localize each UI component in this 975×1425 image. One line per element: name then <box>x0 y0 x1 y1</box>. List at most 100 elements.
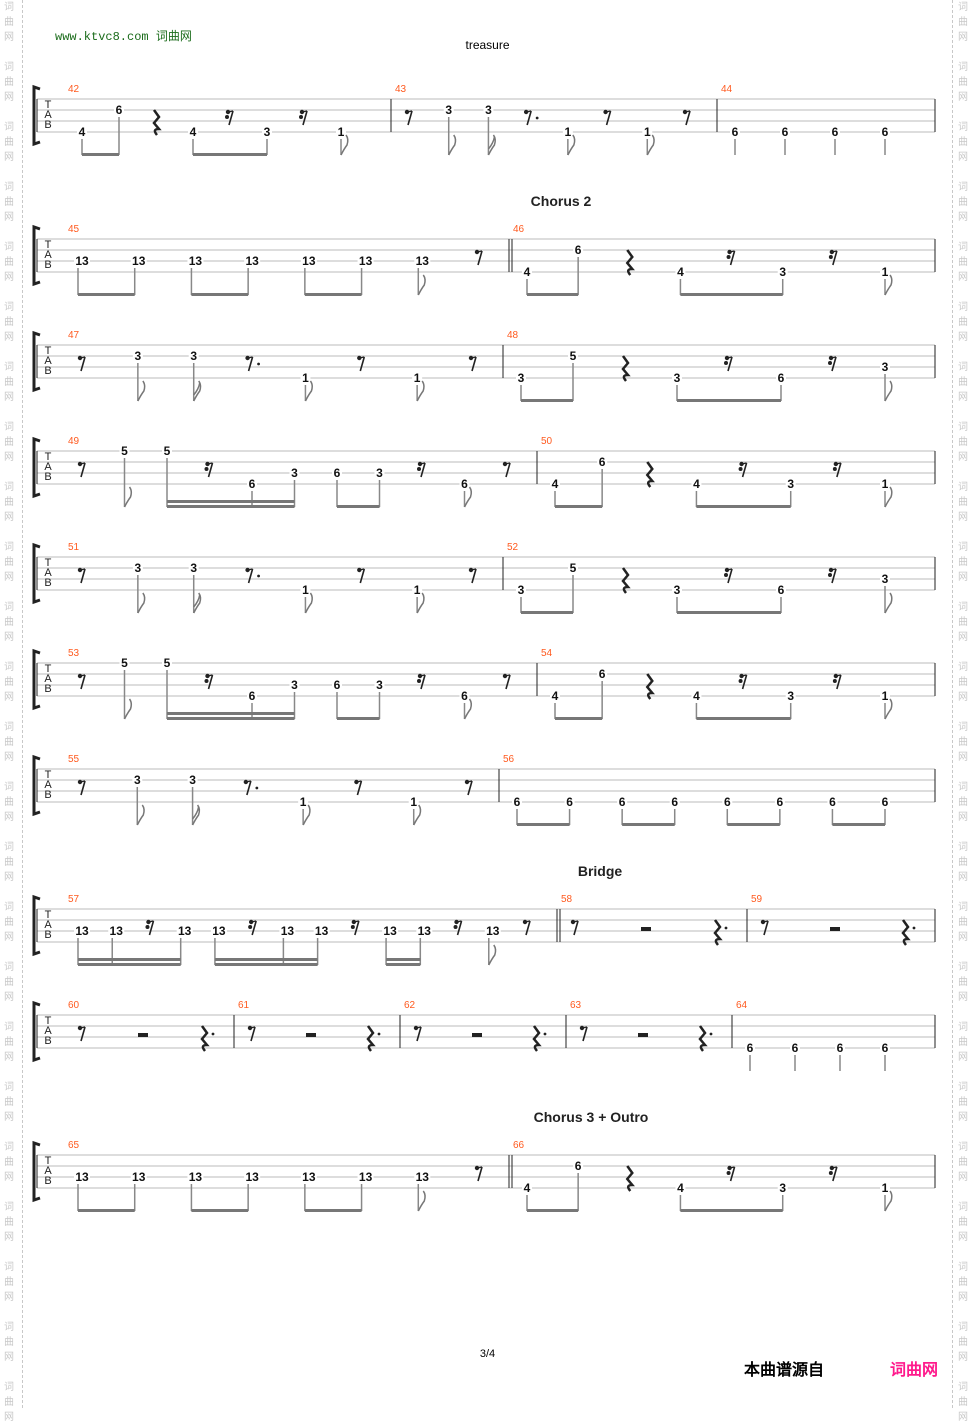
fret-bg <box>562 126 573 137</box>
watermark-char: 网 <box>958 872 968 883</box>
rest-stem <box>477 250 483 266</box>
tab-clef-letter: A <box>44 109 52 121</box>
fret-number: 6 <box>792 1041 799 1055</box>
note-flag <box>487 136 496 150</box>
rest-flag <box>456 920 462 923</box>
beam <box>622 823 675 826</box>
fret-bg <box>132 562 143 573</box>
fret-number: 6 <box>334 678 341 692</box>
rest-flag <box>356 780 362 783</box>
rest-stem <box>763 920 769 936</box>
fret-bg <box>114 104 124 115</box>
beam-16th <box>214 958 318 961</box>
quarter-rest <box>713 919 723 946</box>
rest-stem <box>354 920 360 936</box>
quarter-rest <box>621 567 631 594</box>
note-flag <box>416 380 425 402</box>
fret-number: 3 <box>674 371 681 385</box>
watermark-char: 曲 <box>958 257 968 268</box>
fret-bg <box>300 1171 317 1182</box>
fret-bg <box>777 266 788 277</box>
watermark-char: 词 <box>958 1322 968 1333</box>
watermark-char: 网 <box>958 1292 968 1303</box>
watermark-char: 词 <box>4 842 14 853</box>
fret-number: 3 <box>190 561 197 575</box>
slide-in <box>62 261 72 265</box>
fret-number: 13 <box>212 924 226 938</box>
fret-number: 13 <box>189 254 203 268</box>
rest-flag <box>762 920 769 923</box>
watermark-char: 词 <box>4 782 14 793</box>
watermark-char: 网 <box>958 1352 968 1363</box>
fret-number: 6 <box>747 1041 754 1055</box>
beam <box>527 293 579 296</box>
watermark-char: 曲 <box>4 377 14 388</box>
quarter-rest <box>621 355 631 382</box>
sixteenth-rest-dot <box>738 679 743 683</box>
watermark-char: 曲 <box>4 977 14 988</box>
fret-number: 6 <box>777 795 784 809</box>
fret-number: 13 <box>383 924 397 938</box>
watermark-char: 曲 <box>4 1037 14 1048</box>
beam <box>337 717 380 720</box>
watermark-char: 曲 <box>4 197 14 208</box>
site-link[interactable]: www.ktvc8.com 词曲网 <box>55 30 192 44</box>
watermark-char: 曲 <box>958 317 968 328</box>
watermark-char: 曲 <box>958 737 968 748</box>
rest-stem <box>420 462 426 478</box>
beam <box>521 399 573 402</box>
sixteenth-rest-dot <box>299 115 303 119</box>
fret-bg <box>289 679 300 690</box>
rest-stem <box>80 462 86 478</box>
watermark-char: 网 <box>4 812 14 823</box>
fret-bg <box>119 657 130 668</box>
fret-number: 13 <box>75 1170 89 1184</box>
fret-number: 3 <box>189 773 196 787</box>
rest-flag <box>835 674 841 677</box>
fret-bg <box>336 126 346 137</box>
watermark-char: 词 <box>958 542 968 553</box>
fret-number: 6 <box>882 125 889 139</box>
quarter-rest <box>366 1025 376 1052</box>
watermark-char: 网 <box>958 392 968 403</box>
measure-number: 54 <box>541 648 553 659</box>
system-bracket <box>32 330 41 393</box>
quarter-rest <box>200 1025 210 1052</box>
slide-in <box>730 1048 740 1052</box>
measure-number: 46 <box>513 224 525 235</box>
watermark-char: 网 <box>4 872 14 883</box>
watermark-char: 曲 <box>4 257 14 268</box>
measure-number: 51 <box>68 542 80 553</box>
rest-stem <box>729 1166 736 1182</box>
fret-bg <box>691 690 702 701</box>
fret-bg <box>187 255 204 266</box>
fret-bg <box>484 925 501 936</box>
tab-clef-letter: A <box>44 249 52 261</box>
rest-flag <box>831 250 837 253</box>
system-bracket <box>32 1140 41 1203</box>
song-title: treasure <box>465 38 510 52</box>
watermark-char: 网 <box>4 692 14 703</box>
sixteenth-rest-dot <box>417 679 421 683</box>
fret-bg <box>412 584 423 595</box>
fret-number: 6 <box>671 795 678 809</box>
rest-stem <box>832 1166 838 1182</box>
fret-bg <box>289 467 300 478</box>
slide-out <box>893 1044 905 1048</box>
rest-stem <box>741 462 748 478</box>
fret-number: 13 <box>189 1170 203 1184</box>
fret-number: 5 <box>164 444 171 458</box>
watermark-char: 曲 <box>958 437 968 448</box>
fret-bg <box>568 350 578 361</box>
fret-bg <box>617 796 628 807</box>
watermark-char: 词 <box>958 782 968 793</box>
rest-flag <box>227 110 234 113</box>
watermark-char: 曲 <box>4 1097 14 1108</box>
rest-stem <box>407 110 413 126</box>
rest-stem <box>836 674 842 690</box>
rest-stem <box>605 110 612 126</box>
fret-number: 1 <box>882 1181 889 1195</box>
note-flag <box>413 804 422 826</box>
fret-bg <box>176 925 193 936</box>
source-brand[interactable]: 词曲网 <box>890 1362 939 1379</box>
